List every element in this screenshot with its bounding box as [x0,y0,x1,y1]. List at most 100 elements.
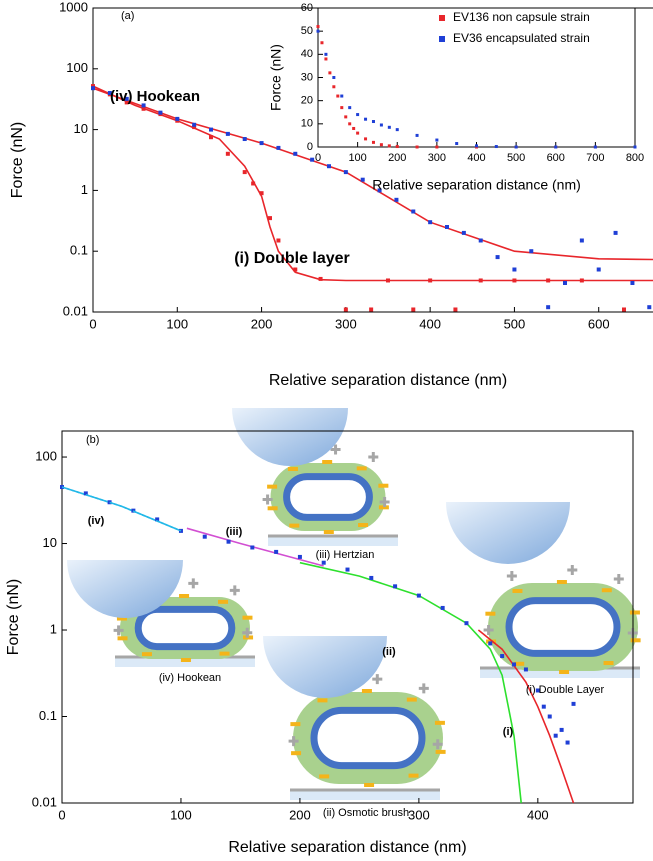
data-point [343,170,348,175]
data-point [453,307,458,312]
data-point [274,549,279,554]
surface-charge [289,523,300,528]
data-point [387,125,391,129]
x-tick-label: 400 [527,807,549,822]
surface-charge [603,661,614,666]
data-point [276,145,281,150]
x-tick-label: 500 [504,316,526,331]
data-point [445,225,449,230]
ion [262,494,273,505]
data-point [478,238,483,243]
fit-curve [92,85,653,282]
panel-label: (b) [86,434,99,446]
surface-charge [406,697,417,702]
y-tick-label: 1 [81,182,88,197]
y-tick-label: 10 [74,121,88,136]
data-point [250,545,255,550]
data-point [563,280,567,285]
data-point [647,305,652,310]
data-point [571,701,576,706]
data-point [630,280,635,285]
x-tick-label: 200 [251,316,273,331]
ion [483,625,494,635]
surface-charge [323,529,334,534]
probe [446,502,570,564]
y-tick-label: 10 [301,118,313,130]
data-point [546,278,551,283]
surface-charge [434,720,445,725]
data-point [344,115,348,119]
data-point [435,145,439,149]
surface-charge [290,722,301,727]
data-point [475,144,478,148]
data-point [192,122,197,127]
probe [263,636,387,698]
data-point [411,307,416,312]
data-point [415,145,419,149]
data-point [512,278,517,283]
data-point [593,145,597,149]
surface-charge [218,599,229,604]
y-tick-label: 10 [43,535,57,550]
data-point [336,94,340,98]
data-point [547,714,552,719]
data-point [209,135,213,140]
data-point [107,500,112,505]
cell-wall [310,706,426,770]
data-point [464,621,469,626]
data-point [175,116,180,121]
data-point [440,605,445,610]
surface-charge [242,615,253,620]
fit-curve [92,87,653,261]
y-tick-label: 20 [301,95,313,107]
surface-charge [267,484,278,489]
data-point [554,145,558,149]
data-point [579,278,584,283]
data-point [328,71,332,75]
ion [288,736,299,747]
data-point [242,170,247,175]
ion [432,739,443,750]
data-point [529,249,534,254]
data-point [91,86,95,91]
annotation: (iii) Hertzian [316,549,375,561]
cell-diagram [67,560,255,667]
data-point [226,539,231,544]
data-point [633,145,637,149]
data-point [415,133,419,137]
data-point [495,255,500,260]
data-point [310,157,315,162]
substrate [290,790,440,800]
data-point [318,276,323,281]
data-point [553,733,558,738]
ion [368,452,379,462]
data-point [379,143,383,147]
data-point [377,188,382,193]
y-tick-label: 50 [301,25,313,37]
surface-charge [141,652,152,657]
y-tick-label: 0 [307,141,313,153]
annotation: (i) Double Layer [526,684,605,696]
data-point [478,278,483,283]
data-point [500,654,505,659]
data-point [202,534,207,539]
x-tick-label: 600 [547,152,565,164]
data-point [488,641,493,646]
x-tick-label: 600 [588,316,610,331]
annotation: (i) Double layer [234,250,350,267]
surface-charge [219,651,230,656]
ion [613,574,624,584]
surface-charge [435,749,446,754]
x-tick-label: 100 [166,316,188,331]
data-point [268,216,272,221]
y-tick-label: 100 [35,448,57,463]
probe [232,408,348,466]
data-point [327,164,331,169]
x-tick-label: 300 [335,316,357,331]
data-point [461,230,466,235]
surface-charge [364,782,375,787]
x-axis-label: Relative separation distance (nm) [372,177,581,193]
surface-charge [319,774,330,779]
legend-label: EV36 encapsulated strain [453,31,590,45]
